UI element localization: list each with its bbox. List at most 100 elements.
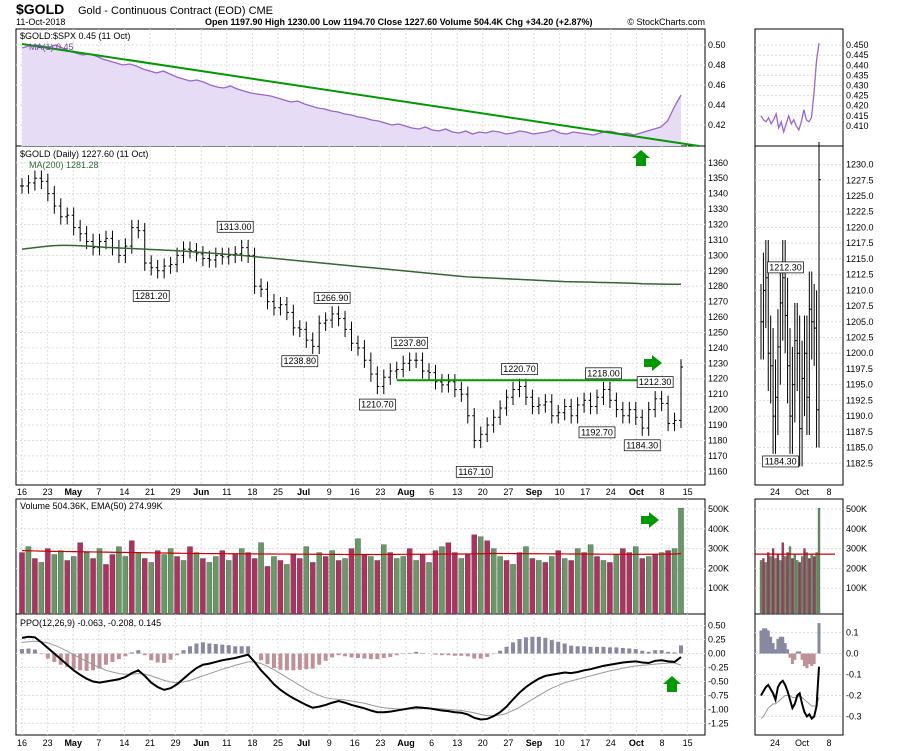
ppo-histogram-bar xyxy=(110,653,115,662)
y-tick-label: 1260 xyxy=(708,312,728,322)
ppo-histogram-bar xyxy=(659,650,664,654)
zoom-ratio-line xyxy=(760,42,820,135)
zoom-volume-bar xyxy=(803,548,806,615)
volume-bar xyxy=(297,558,303,615)
volume-bar xyxy=(19,552,25,615)
x-tick-label: 10 xyxy=(555,487,565,497)
right-arrow-icon-volume xyxy=(641,512,659,528)
volume-bar xyxy=(419,554,426,615)
volume-bar xyxy=(226,560,232,615)
ppo-histogram-bar xyxy=(588,646,593,654)
price-annotation-box xyxy=(216,220,254,233)
x-tick-label: Sep xyxy=(526,487,543,497)
ratio-legend: $GOLD:$SPX 0.45 (11 Oct) xyxy=(20,31,130,41)
panel-frame-ppo xyxy=(15,613,706,736)
ppo-histogram-bar xyxy=(162,653,167,664)
volume-bar xyxy=(542,562,549,615)
ppo-histogram-bar xyxy=(439,653,444,656)
ppo-histogram-bar xyxy=(595,646,600,654)
y-tick-label: 1190 xyxy=(708,420,727,430)
zoom-ppo-histogram-bar xyxy=(803,653,806,667)
ppo-histogram-bar xyxy=(472,653,477,659)
price-annotation: 1192.70 xyxy=(581,427,613,437)
volume-bar xyxy=(510,564,516,615)
y-tick-label: -0.75 xyxy=(708,690,729,700)
y-tick-label: 300K xyxy=(708,544,729,554)
volume-bar xyxy=(439,546,445,615)
up-arrow-icon-ppo xyxy=(663,676,681,692)
x-tick-label: 16 xyxy=(17,487,27,497)
ppo-histogram-bar xyxy=(123,653,128,657)
ppo-histogram-bar xyxy=(149,653,154,661)
x-tick-label: 16 xyxy=(350,487,360,497)
y-tick-label: 1300 xyxy=(708,250,728,260)
x-tick-label: 21 xyxy=(145,487,155,497)
y-tick-label: 0.410 xyxy=(846,121,869,131)
ppo-histogram-bar xyxy=(407,652,412,654)
panel-frame-zprice xyxy=(754,145,844,486)
volume-bar xyxy=(70,556,77,615)
y-tick-label: 1180 xyxy=(708,435,727,445)
volume-bar xyxy=(484,540,490,615)
y-tick-label: 1215.0 xyxy=(846,254,874,264)
volume-bar xyxy=(523,546,529,615)
ppo-histogram-bar xyxy=(207,643,212,654)
volume-bar xyxy=(465,554,471,615)
y-tick-label: 1220 xyxy=(708,374,728,384)
volume-bar xyxy=(187,546,193,615)
y-tick-label: 1340 xyxy=(708,189,728,199)
y-tick-label: 1210.0 xyxy=(846,285,874,295)
y-tick-label: -0.1 xyxy=(846,670,862,680)
y-tick-label: 1207.5 xyxy=(846,301,874,311)
ppo-histogram-bar xyxy=(349,653,354,658)
ppo-histogram-bar xyxy=(310,653,315,669)
ratio-trendline xyxy=(21,43,700,147)
volume-bar xyxy=(90,558,96,615)
zoom-price-annotation: 1184.30 xyxy=(765,456,797,466)
y-tick-label: 0.00 xyxy=(708,649,726,659)
zoom-volume-bar xyxy=(786,552,789,615)
volume-bar xyxy=(245,552,251,615)
ppo-histogram-bar xyxy=(259,653,264,661)
y-tick-label: 100K xyxy=(846,583,867,593)
ppo-histogram-bar xyxy=(375,653,380,660)
ppo-histogram-bar xyxy=(246,646,251,654)
zoom-volume-bar xyxy=(796,560,799,615)
ppo-histogram-bar xyxy=(175,653,180,656)
volume-bar xyxy=(335,560,342,615)
y-tick-label: 1230.0 xyxy=(846,160,874,170)
zoom-volume-bar xyxy=(788,546,792,615)
zoom-volume-bar xyxy=(800,556,804,615)
ppo-histogram-bar xyxy=(601,646,606,654)
y-tick-label: 100K xyxy=(708,583,729,593)
x-tick-label: 7 xyxy=(96,487,101,497)
volume-ema-line xyxy=(21,549,682,556)
zoom-ppo-line xyxy=(760,666,820,721)
zoom-price-annotation: 1212.30 xyxy=(769,262,802,272)
ppo-histogram-bar xyxy=(271,653,276,669)
ppo-histogram-bar xyxy=(543,637,548,654)
zoom-volume-bar xyxy=(815,552,818,615)
y-tick-label: 0.48 xyxy=(708,60,726,70)
x-tick-label: Jun xyxy=(193,487,209,497)
zoom-ppo-histogram-bar xyxy=(788,653,792,658)
ppo-histogram-bar xyxy=(304,653,309,670)
y-tick-label: 1225.0 xyxy=(846,191,874,201)
volume-bar xyxy=(671,548,678,615)
zoom-volume-bar xyxy=(813,556,816,615)
x-tick-label: 23 xyxy=(43,487,53,497)
volume-bar xyxy=(174,556,180,615)
y-tick-label: 0.425 xyxy=(846,91,869,101)
ppo-histogram-bar xyxy=(20,649,24,654)
y-tick-label: 1205.0 xyxy=(846,317,874,327)
ppo-histogram-bar xyxy=(291,653,296,671)
volume-bar xyxy=(471,534,477,615)
volume-bar xyxy=(355,538,361,615)
ppo-line xyxy=(21,635,682,721)
ppo-histogram-bar xyxy=(523,637,528,654)
y-tick-label: 0.415 xyxy=(846,111,869,121)
y-tick-label: 1330 xyxy=(708,204,728,214)
y-tick-label: 200K xyxy=(708,563,729,573)
y-tick-label: 0.445 xyxy=(846,50,869,60)
x-tick-label-bottom: 16 xyxy=(350,738,360,748)
